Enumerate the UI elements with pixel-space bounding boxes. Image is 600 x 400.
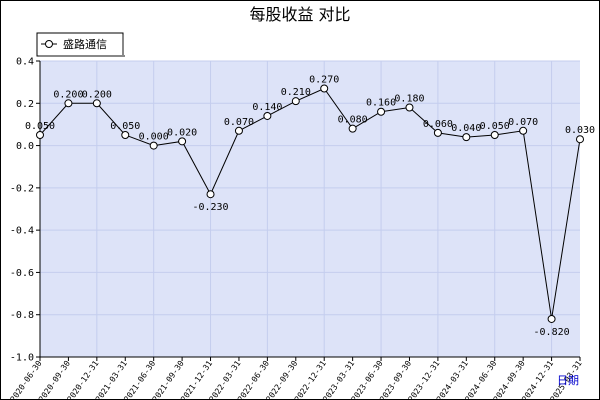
data-label: 0.270 [309, 74, 339, 85]
data-point [149, 141, 158, 150]
data-point [519, 126, 528, 135]
y-tick-label: 0.4 [16, 57, 34, 68]
data-label: 0.040 [451, 123, 481, 134]
y-tick-label: -0.6 [10, 268, 34, 279]
legend-marker [45, 40, 53, 48]
data-label: 0.000 [139, 132, 169, 143]
data-point [320, 84, 329, 93]
data-point [490, 131, 499, 139]
data-labels: 0.0500.2000.2000.0500.0000.020-0.2300.07… [25, 74, 595, 337]
data-label: 0.140 [252, 102, 282, 113]
x-axis-ticks: 2020-06-302020-09-302020-12-312021-03-31… [9, 357, 584, 400]
data-point [121, 131, 130, 139]
x-axis-label: 日期 [557, 374, 579, 387]
legend-label: 盛路通信 [63, 37, 107, 51]
series-group [36, 84, 584, 323]
data-label: 0.160 [366, 98, 396, 109]
data-point [64, 99, 73, 108]
data-label: 0.070 [224, 117, 254, 128]
axes [39, 61, 580, 358]
data-label: -0.230 [192, 202, 228, 213]
data-point [348, 124, 357, 133]
y-tick-label: -1.0 [10, 353, 34, 364]
data-label: 0.200 [53, 89, 83, 100]
data-point [206, 190, 215, 199]
y-tick-label: -0.2 [10, 183, 34, 194]
data-point [234, 126, 243, 135]
data-label: 0.050 [25, 121, 55, 132]
legend: 盛路通信 [36, 32, 125, 57]
data-point [462, 133, 471, 142]
data-point [547, 314, 556, 323]
data-label: 0.200 [82, 89, 112, 100]
data-point [405, 103, 414, 112]
data-point [178, 137, 187, 146]
y-tick-label: 0.2 [16, 99, 34, 110]
chart-title: 每股收益 对比 [249, 5, 350, 24]
x-tick-label: 2020-06-30 [9, 359, 44, 400]
series-line [39, 87, 581, 320]
data-label: 0.210 [281, 87, 311, 98]
data-label: 0.080 [338, 115, 368, 126]
data-point [291, 97, 300, 106]
data-point [576, 135, 584, 144]
y-tick-label: -0.4 [10, 226, 34, 237]
legend-shadow [39, 55, 125, 57]
data-point [36, 131, 44, 139]
data-label: 0.060 [423, 119, 453, 130]
plot-area [40, 61, 580, 357]
data-label: 0.050 [480, 121, 510, 132]
data-label: -0.820 [534, 327, 570, 338]
y-tick-label: 0.0 [16, 141, 34, 152]
data-point [92, 99, 101, 108]
legend-shadow-side [122, 35, 124, 57]
data-label: 0.050 [110, 121, 140, 132]
data-label: 0.030 [565, 125, 595, 136]
data-label: 0.070 [508, 117, 538, 128]
data-point [377, 107, 386, 116]
data-label: 0.180 [394, 94, 424, 105]
data-label: 0.020 [167, 127, 197, 138]
data-point [263, 111, 272, 120]
data-point [433, 128, 442, 137]
y-axis-ticks: 0.4 0.2 0.0 -0.2 -0.4 -0.6 -0.8 -1.0 [10, 57, 40, 364]
y-tick-label: -0.8 [10, 310, 34, 321]
